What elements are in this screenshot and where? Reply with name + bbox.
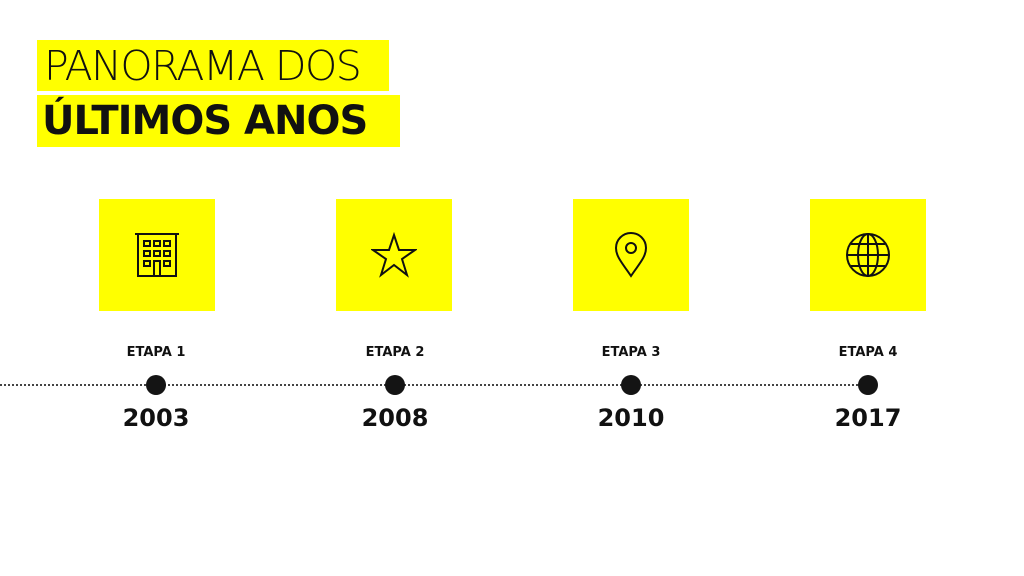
stage-3-year: 2010: [597, 404, 665, 432]
star-icon: [371, 232, 417, 278]
stage-4-label: ETAPA 4: [838, 345, 898, 360]
stage-3-icon-box: [573, 199, 689, 311]
building-icon: [135, 233, 179, 277]
title-line-1: PANORAMA DOS: [44, 42, 362, 90]
stage-2-label: ETAPA 2: [365, 345, 425, 360]
stage-1-year: 2003: [122, 404, 190, 432]
map-pin-icon: [614, 232, 648, 278]
stage-2-icon-box: [336, 199, 452, 311]
stage-2-dot: [385, 375, 405, 395]
stage-3-dot: [621, 375, 641, 395]
stage-4-dot: [858, 375, 878, 395]
stage-4-icon-box: [810, 199, 926, 311]
title-line-2: ÚLTIMOS ANOS: [42, 98, 368, 144]
stage-1-icon-box: [99, 199, 215, 311]
stage-1-label: ETAPA 1: [126, 345, 186, 360]
globe-icon: [846, 233, 890, 277]
stage-2-year: 2008: [361, 404, 429, 432]
stage-4-year: 2017: [834, 404, 902, 432]
timeline-line: [0, 384, 862, 386]
title-highlight-1: [37, 40, 389, 91]
title-highlight-2: [37, 95, 400, 147]
stage-3-label: ETAPA 3: [601, 345, 661, 360]
stage-1-dot: [146, 375, 166, 395]
